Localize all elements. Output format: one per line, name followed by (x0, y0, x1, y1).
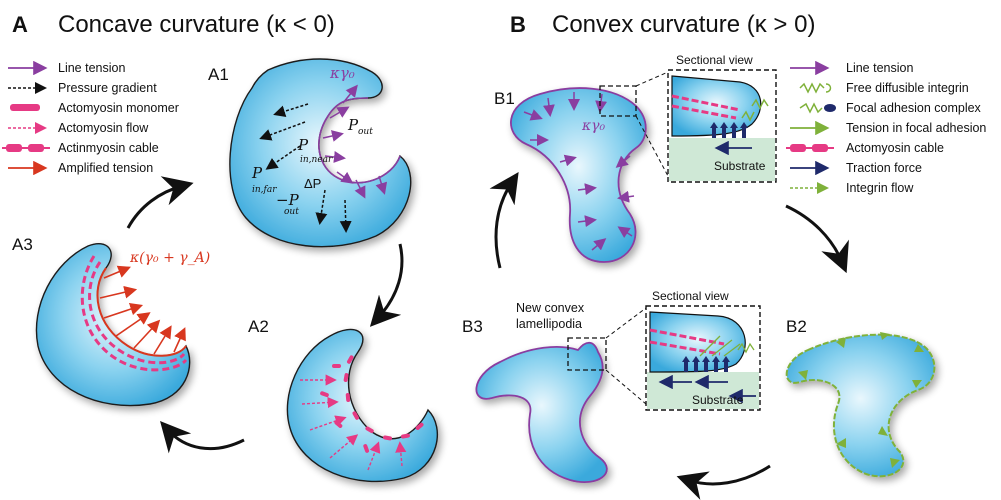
pink-cable-icon (786, 144, 834, 152)
legend-a-item: Actomyosin flow (58, 121, 149, 135)
a1-pin-near-sub: in,near (300, 155, 333, 165)
b1-kgamma: κγ₀ (581, 118, 606, 134)
a1-delta-p: ΔP (304, 176, 321, 191)
legend-b-item: Line tension (846, 61, 913, 75)
a1-pin-near: P (297, 136, 309, 154)
legend-b: Line tension Free diffusible integrin Fo… (786, 60, 986, 195)
cell-b3 (475, 341, 608, 483)
legend-b-item: Free diffusible integrin (846, 81, 969, 95)
a3-tension-label: κ(γ₀ + γ_A) (129, 250, 210, 266)
pink-cable-icon (2, 144, 50, 152)
legend-a-item: Amplified tension (58, 161, 153, 175)
legend-b-item: Tension in focal adhesion (846, 121, 986, 135)
b2-label: B2 (786, 317, 807, 336)
a1-pin-far-sub: in,far (252, 185, 277, 195)
sectional-view-1: Sectional view Substrate (667, 53, 777, 183)
a2-label: A2 (248, 317, 269, 336)
legend-a-item: Pressure gradient (58, 81, 157, 95)
a1-minus-pout: −P (276, 191, 300, 209)
a1-pout: P (347, 116, 359, 134)
legend-a-item: Actomyosin monomer (58, 101, 179, 115)
panel-a-title: Concave curvature (κ < 0) (58, 11, 335, 38)
panel-a-letter: A (12, 12, 28, 37)
cell-a1 (229, 58, 412, 248)
cycle-arrows-a (126, 176, 404, 454)
legend-b-item: Traction force (846, 161, 922, 175)
cell-b2 (785, 332, 936, 478)
legend-a-item: Actinmyosin cable (58, 141, 159, 155)
sectional-view-2-title: Sectional view (652, 289, 729, 303)
b3-zoom-box (567, 337, 607, 371)
panel-b-title: Convex curvature (κ > 0) (552, 11, 815, 38)
panel-b-letter: B (510, 12, 526, 37)
pink-dash-icon (10, 104, 40, 111)
b1-zoom-box (599, 85, 637, 117)
green-integrin-icon (799, 82, 832, 94)
legend-a: Line tension Pressure gradient Actomyosi… (2, 60, 179, 176)
cell-b1 (510, 87, 647, 263)
cycle-arrows-b (489, 172, 849, 500)
legend-a-item: Line tension (58, 61, 125, 75)
b1-label: B1 (494, 89, 515, 108)
a1-minus-pout-sub: out (284, 207, 299, 217)
cell-a3 (35, 243, 191, 407)
a1-kgamma: κγ₀ (329, 64, 355, 82)
legend-b-item: Integrin flow (846, 181, 914, 195)
navy-adhesion-icon (799, 102, 836, 114)
sectional-view-1-title: Sectional view (676, 53, 753, 67)
sectional-view-2: Sectional view Substrate (645, 289, 761, 411)
b3-label: B3 (462, 317, 483, 336)
a1-pin-far: P (251, 164, 263, 182)
legend-b-item: Focal adhesion complex (846, 101, 982, 115)
a3-label: A3 (12, 235, 33, 254)
legend-b-item: Actomyosin cable (846, 141, 944, 155)
b3-new-convex-line1: New convex (516, 301, 585, 315)
a1-label: A1 (208, 65, 229, 84)
substrate-2-label: Substrate (692, 393, 744, 407)
substrate-1-label: Substrate (714, 159, 766, 173)
b3-new-convex-line2: lamellipodia (516, 317, 582, 331)
a1-pout-sub: out (358, 127, 373, 137)
cell-a2 (286, 328, 439, 483)
